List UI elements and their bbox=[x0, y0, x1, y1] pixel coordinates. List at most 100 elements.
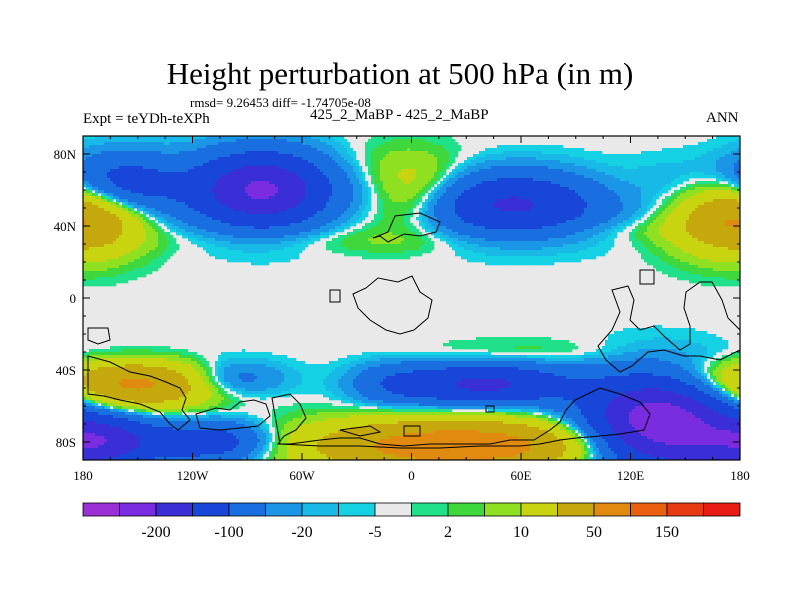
contour-cell bbox=[89, 163, 93, 167]
contour-cell bbox=[179, 373, 183, 377]
contour-cell bbox=[98, 274, 102, 278]
contour-cell bbox=[137, 376, 141, 380]
contour-cell bbox=[179, 136, 183, 140]
contour-cell bbox=[239, 364, 243, 368]
contour-cell bbox=[122, 139, 126, 143]
contour-cell bbox=[134, 145, 138, 149]
contour-cell bbox=[215, 169, 219, 173]
contour-cell bbox=[170, 373, 174, 377]
contour-cell bbox=[176, 214, 180, 218]
contour-cell bbox=[167, 397, 171, 401]
contour-cell bbox=[98, 187, 102, 191]
contour-cell bbox=[245, 163, 249, 167]
contour-cell bbox=[188, 442, 192, 446]
contour-cell bbox=[167, 409, 171, 413]
contour-fill-layer bbox=[83, 136, 741, 461]
contour-cell bbox=[158, 241, 162, 245]
contour-cell bbox=[188, 232, 192, 236]
contour-cell bbox=[194, 430, 198, 434]
contour-cell bbox=[119, 274, 123, 278]
contour-cell bbox=[209, 214, 213, 218]
contour-cell bbox=[95, 226, 99, 230]
contour-cell bbox=[203, 367, 207, 371]
contour-cell bbox=[164, 427, 168, 431]
contour-cell bbox=[185, 151, 189, 155]
contour-cell bbox=[182, 355, 186, 359]
contour-cell bbox=[110, 247, 114, 251]
contour-cell bbox=[176, 355, 180, 359]
contour-cell bbox=[185, 136, 189, 140]
contour-cell bbox=[224, 421, 228, 425]
contour-cell bbox=[89, 370, 93, 374]
contour-cell bbox=[155, 247, 159, 251]
contour-cell bbox=[164, 424, 168, 428]
contour-cell bbox=[155, 406, 159, 410]
contour-cell bbox=[236, 445, 240, 449]
contour-cell bbox=[167, 391, 171, 395]
contour-cell bbox=[92, 148, 96, 152]
contour-cell bbox=[155, 427, 159, 431]
contour-cell bbox=[173, 145, 177, 149]
contour-cell bbox=[224, 442, 228, 446]
contour-cell bbox=[146, 199, 150, 203]
contour-cell bbox=[107, 385, 111, 389]
contour-cell bbox=[263, 436, 267, 440]
contour-cell bbox=[245, 259, 249, 263]
contour-cell bbox=[221, 439, 225, 443]
contour-cell bbox=[146, 397, 150, 401]
contour-cell bbox=[167, 412, 171, 416]
contour-cell bbox=[152, 220, 156, 224]
contour-cell bbox=[167, 163, 171, 167]
contour-cell bbox=[161, 145, 165, 149]
contour-cell bbox=[134, 259, 138, 263]
contour-cell bbox=[194, 238, 198, 242]
contour-cell bbox=[89, 181, 93, 185]
contour-cell bbox=[242, 352, 246, 356]
contour-cell bbox=[122, 271, 126, 275]
contour-cell bbox=[275, 169, 279, 173]
contour-cell bbox=[119, 436, 123, 440]
contour-cell bbox=[275, 145, 279, 149]
contour-cell bbox=[194, 163, 198, 167]
contour-cell bbox=[263, 421, 267, 425]
contour-cell bbox=[128, 424, 132, 428]
contour-cell bbox=[140, 145, 144, 149]
contour-cell bbox=[89, 241, 93, 245]
contour-cell bbox=[119, 397, 123, 401]
contour-cell bbox=[245, 199, 249, 203]
contour-cell bbox=[89, 193, 93, 197]
contour-cell bbox=[212, 448, 216, 452]
contour-cell bbox=[188, 145, 192, 149]
contour-cell bbox=[254, 211, 258, 215]
contour-cell bbox=[128, 265, 132, 269]
contour-cell bbox=[146, 229, 150, 233]
contour-cell bbox=[125, 226, 129, 230]
contour-cell bbox=[110, 373, 114, 377]
contour-cell bbox=[164, 370, 168, 374]
contour-cell bbox=[182, 394, 186, 398]
contour-cell bbox=[155, 373, 159, 377]
contour-cell bbox=[260, 259, 264, 263]
contour-cell bbox=[122, 184, 126, 188]
contour-cell bbox=[248, 160, 252, 164]
contour-cell bbox=[86, 448, 90, 452]
contour-cell bbox=[149, 388, 153, 392]
contour-cell bbox=[212, 178, 216, 182]
contour-cell bbox=[152, 355, 156, 359]
contour-cell bbox=[236, 358, 240, 362]
contour-cell bbox=[266, 175, 270, 179]
contour-cell bbox=[158, 199, 162, 203]
contour-cell bbox=[95, 373, 99, 377]
contour-cell bbox=[275, 175, 279, 179]
contour-cell bbox=[155, 178, 159, 182]
contour-cell bbox=[107, 442, 111, 446]
contour-cell bbox=[113, 148, 117, 152]
contour-cell bbox=[125, 175, 129, 179]
contour-cell bbox=[140, 271, 144, 275]
contour-cell bbox=[206, 193, 210, 197]
contour-cell bbox=[191, 169, 195, 173]
contour-cell bbox=[191, 379, 195, 383]
contour-cell bbox=[170, 382, 174, 386]
contour-cell bbox=[113, 244, 117, 248]
contour-cell bbox=[164, 439, 168, 443]
